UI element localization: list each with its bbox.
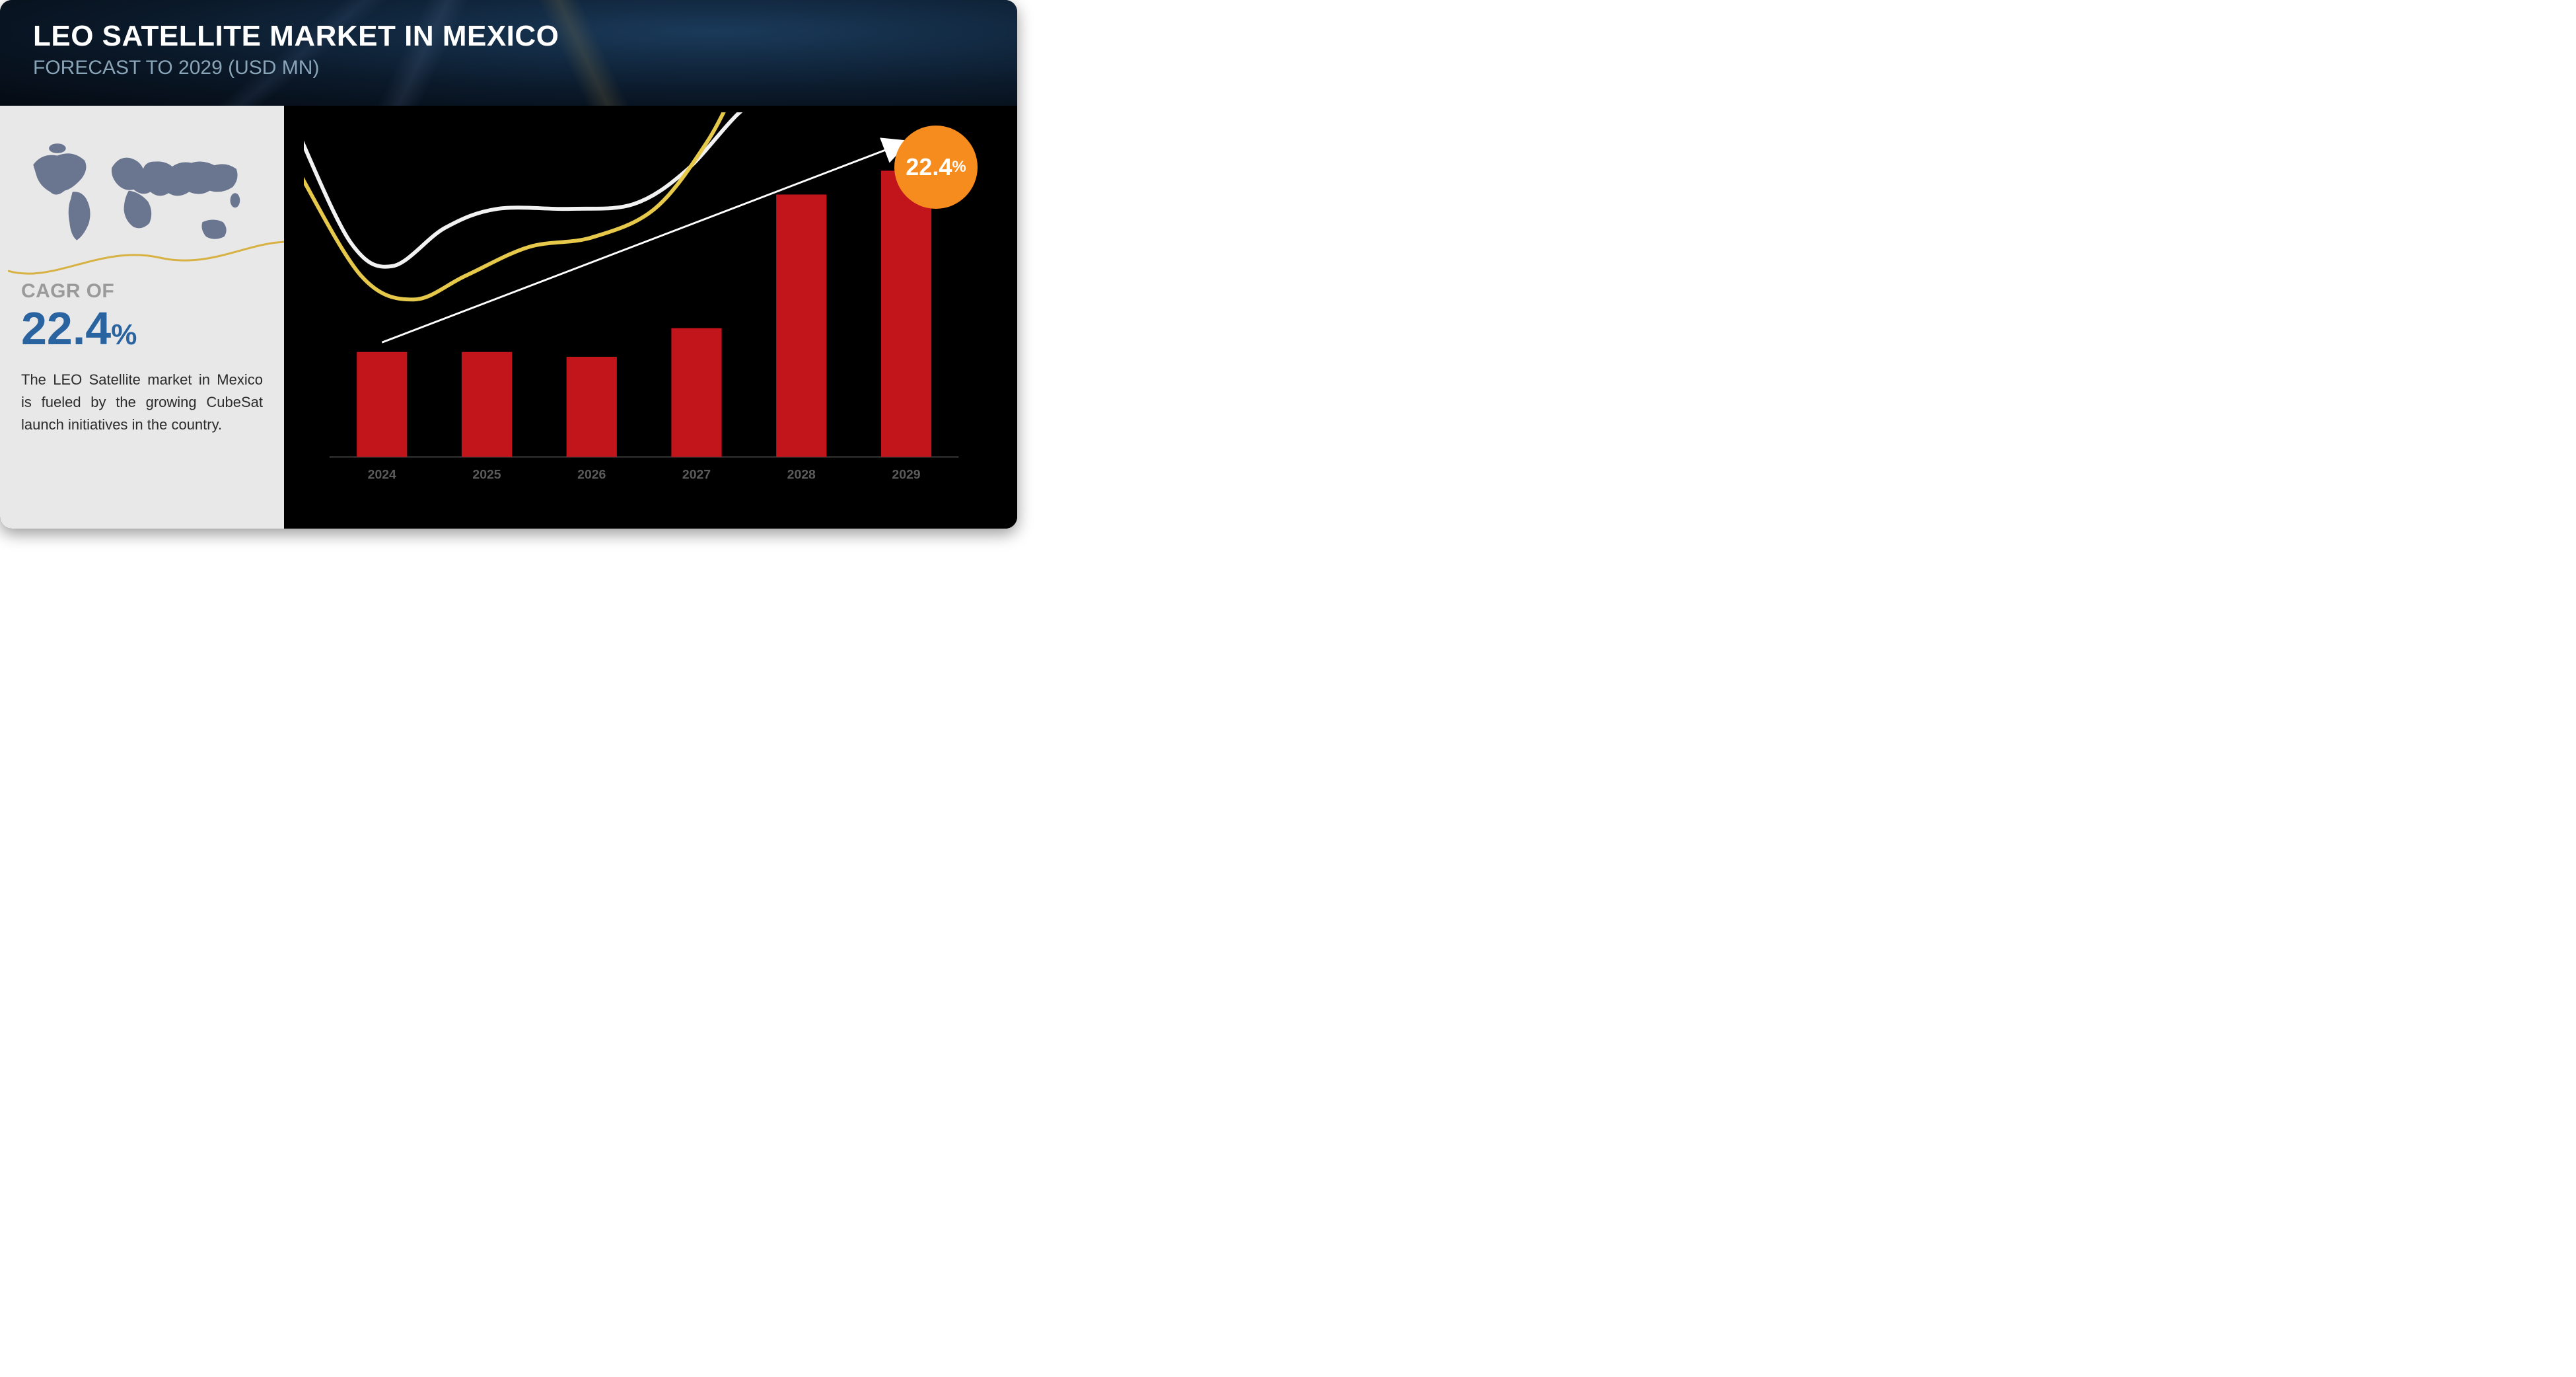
- cagr-badge: 22.4%: [894, 126, 978, 209]
- bar-2024: [357, 352, 407, 457]
- chart-area: 22.4% 2024 2025 2026 2027 2028 2029: [284, 106, 1017, 529]
- trend-arrow: [382, 142, 906, 342]
- bar-2029: [881, 170, 931, 457]
- world-map-svg: [21, 126, 263, 264]
- sidebar: CAGR OF 22.4% The LEO Satellite market i…: [0, 106, 284, 529]
- body: CAGR OF 22.4% The LEO Satellite market i…: [0, 106, 1017, 529]
- xlabel-2025: 2025: [472, 468, 501, 482]
- page-subtitle: FORECAST TO 2029 (USD MN): [33, 57, 984, 79]
- badge-percent: %: [952, 158, 966, 176]
- cagr-number: 22.4: [21, 303, 111, 354]
- chart-svg: 2024 2025 2026 2027 2028 2029: [304, 112, 991, 506]
- header: LEO SATELLITE MARKET IN MEXICO FORECAST …: [0, 0, 1017, 106]
- world-map: [21, 126, 263, 264]
- badge-value: 22.4: [906, 153, 952, 181]
- description-text: The LEO Satellite market in Mexico is fu…: [21, 369, 263, 436]
- world-map-shapes: [33, 143, 240, 240]
- bar-2027: [671, 328, 721, 457]
- gold-curve: [304, 112, 781, 299]
- xlabel-2027: 2027: [682, 468, 711, 482]
- bar-2026: [567, 357, 617, 457]
- bar-2028: [776, 194, 826, 457]
- cagr-label: CAGR OF: [21, 280, 263, 303]
- page-title: LEO SATELLITE MARKET IN MEXICO: [33, 20, 984, 53]
- infographic-card: LEO SATELLITE MARKET IN MEXICO FORECAST …: [0, 0, 1017, 529]
- xlabel-2026: 2026: [577, 468, 606, 482]
- xlabel-2028: 2028: [787, 468, 816, 482]
- cagr-value: 22.4%: [21, 305, 263, 352]
- xlabel-2024: 2024: [368, 468, 396, 482]
- xlabel-2029: 2029: [892, 468, 920, 482]
- bar-2025: [462, 352, 512, 457]
- cagr-percent: %: [111, 318, 137, 351]
